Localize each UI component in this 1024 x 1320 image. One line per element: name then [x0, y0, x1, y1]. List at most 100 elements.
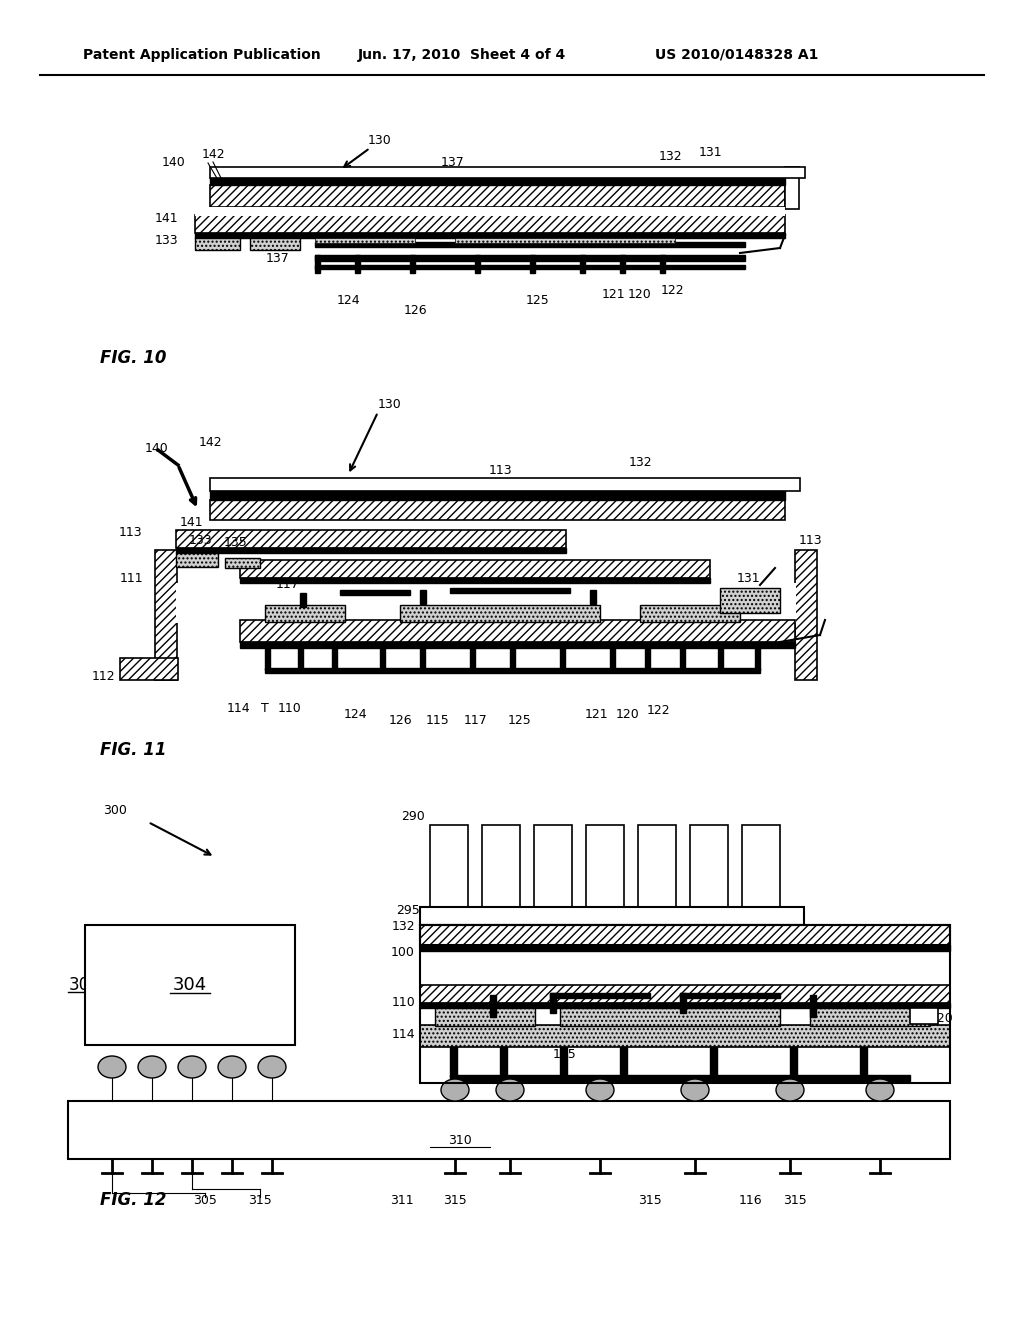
- Text: 126: 126: [403, 304, 427, 317]
- Bar: [450, 1074, 910, 1081]
- Bar: [265, 668, 760, 673]
- Bar: [250, 238, 300, 249]
- Text: 125: 125: [508, 714, 531, 726]
- Bar: [225, 558, 260, 568]
- Text: 137: 137: [441, 157, 465, 169]
- Bar: [620, 255, 625, 273]
- Text: 130: 130: [378, 399, 401, 412]
- Bar: [176, 553, 218, 568]
- Bar: [315, 255, 319, 273]
- Text: 311: 311: [390, 1193, 414, 1206]
- Bar: [860, 1047, 867, 1077]
- Text: 140: 140: [144, 441, 168, 454]
- Text: 124: 124: [336, 293, 359, 306]
- Bar: [240, 578, 710, 583]
- Bar: [610, 648, 615, 671]
- Text: 131: 131: [698, 147, 722, 160]
- Bar: [450, 587, 570, 593]
- Text: 132: 132: [628, 455, 652, 469]
- Bar: [530, 255, 535, 273]
- Bar: [586, 825, 624, 907]
- Bar: [315, 238, 415, 243]
- Text: 121: 121: [601, 289, 625, 301]
- Bar: [210, 490, 785, 500]
- Text: 141: 141: [179, 516, 203, 528]
- Bar: [298, 648, 303, 671]
- Bar: [790, 1047, 797, 1077]
- Bar: [660, 255, 665, 273]
- Bar: [210, 500, 785, 520]
- Text: 117: 117: [464, 714, 487, 726]
- Bar: [720, 587, 780, 612]
- Bar: [420, 1003, 950, 1008]
- Bar: [810, 995, 816, 1016]
- Text: 133: 133: [155, 234, 178, 247]
- Bar: [380, 648, 385, 671]
- Text: 305: 305: [194, 1193, 217, 1206]
- Bar: [430, 825, 468, 907]
- Bar: [420, 648, 425, 671]
- Text: 120: 120: [930, 1011, 954, 1024]
- Bar: [560, 1008, 780, 1026]
- Bar: [680, 648, 685, 671]
- Text: 304: 304: [70, 975, 100, 994]
- Text: FIG. 10: FIG. 10: [100, 348, 167, 367]
- Bar: [690, 825, 728, 907]
- Bar: [455, 238, 675, 243]
- Text: 100: 100: [391, 946, 415, 960]
- Text: 110: 110: [391, 997, 415, 1010]
- Bar: [300, 593, 306, 607]
- Text: US 2010/0148328 A1: US 2010/0148328 A1: [655, 48, 818, 62]
- Bar: [85, 925, 295, 1045]
- Bar: [332, 648, 337, 671]
- Text: T: T: [261, 701, 269, 714]
- Bar: [195, 238, 240, 249]
- Text: 114: 114: [226, 701, 250, 714]
- Bar: [355, 255, 360, 273]
- Text: 117: 117: [276, 578, 300, 591]
- Bar: [420, 945, 950, 950]
- Text: 315: 315: [783, 1193, 807, 1206]
- Text: 122: 122: [660, 284, 684, 297]
- Bar: [500, 1047, 507, 1077]
- Ellipse shape: [98, 1056, 126, 1078]
- Bar: [590, 590, 596, 605]
- Text: 132: 132: [658, 150, 682, 164]
- Bar: [240, 642, 795, 648]
- Bar: [340, 590, 410, 595]
- Text: 115: 115: [553, 1048, 577, 1061]
- Bar: [210, 478, 800, 491]
- Text: FIG. 11: FIG. 11: [100, 741, 167, 759]
- Bar: [176, 583, 796, 623]
- Text: 142: 142: [201, 149, 225, 161]
- Bar: [315, 255, 745, 261]
- Bar: [420, 590, 426, 605]
- Text: 115: 115: [426, 714, 450, 726]
- Text: 315: 315: [248, 1193, 272, 1206]
- Text: 315: 315: [638, 1193, 662, 1206]
- Ellipse shape: [218, 1056, 246, 1078]
- Bar: [210, 185, 785, 207]
- Text: 290: 290: [401, 810, 425, 824]
- Bar: [680, 993, 686, 1012]
- Text: 142: 142: [199, 436, 222, 449]
- Bar: [510, 648, 515, 671]
- Text: 120: 120: [628, 289, 652, 301]
- Bar: [470, 648, 475, 671]
- Bar: [718, 648, 723, 671]
- Text: 141: 141: [155, 213, 178, 226]
- Bar: [195, 215, 785, 234]
- Bar: [195, 234, 785, 238]
- Text: 110: 110: [279, 701, 302, 714]
- Text: 124: 124: [343, 709, 367, 722]
- Bar: [420, 925, 950, 945]
- Text: 113: 113: [119, 525, 142, 539]
- Text: 131: 131: [736, 572, 760, 585]
- Bar: [710, 1047, 717, 1077]
- Text: 315: 315: [443, 1193, 467, 1206]
- Ellipse shape: [586, 1078, 614, 1101]
- Ellipse shape: [496, 1078, 524, 1101]
- Text: 130: 130: [368, 133, 392, 147]
- Text: 132: 132: [391, 920, 415, 933]
- Bar: [645, 648, 650, 671]
